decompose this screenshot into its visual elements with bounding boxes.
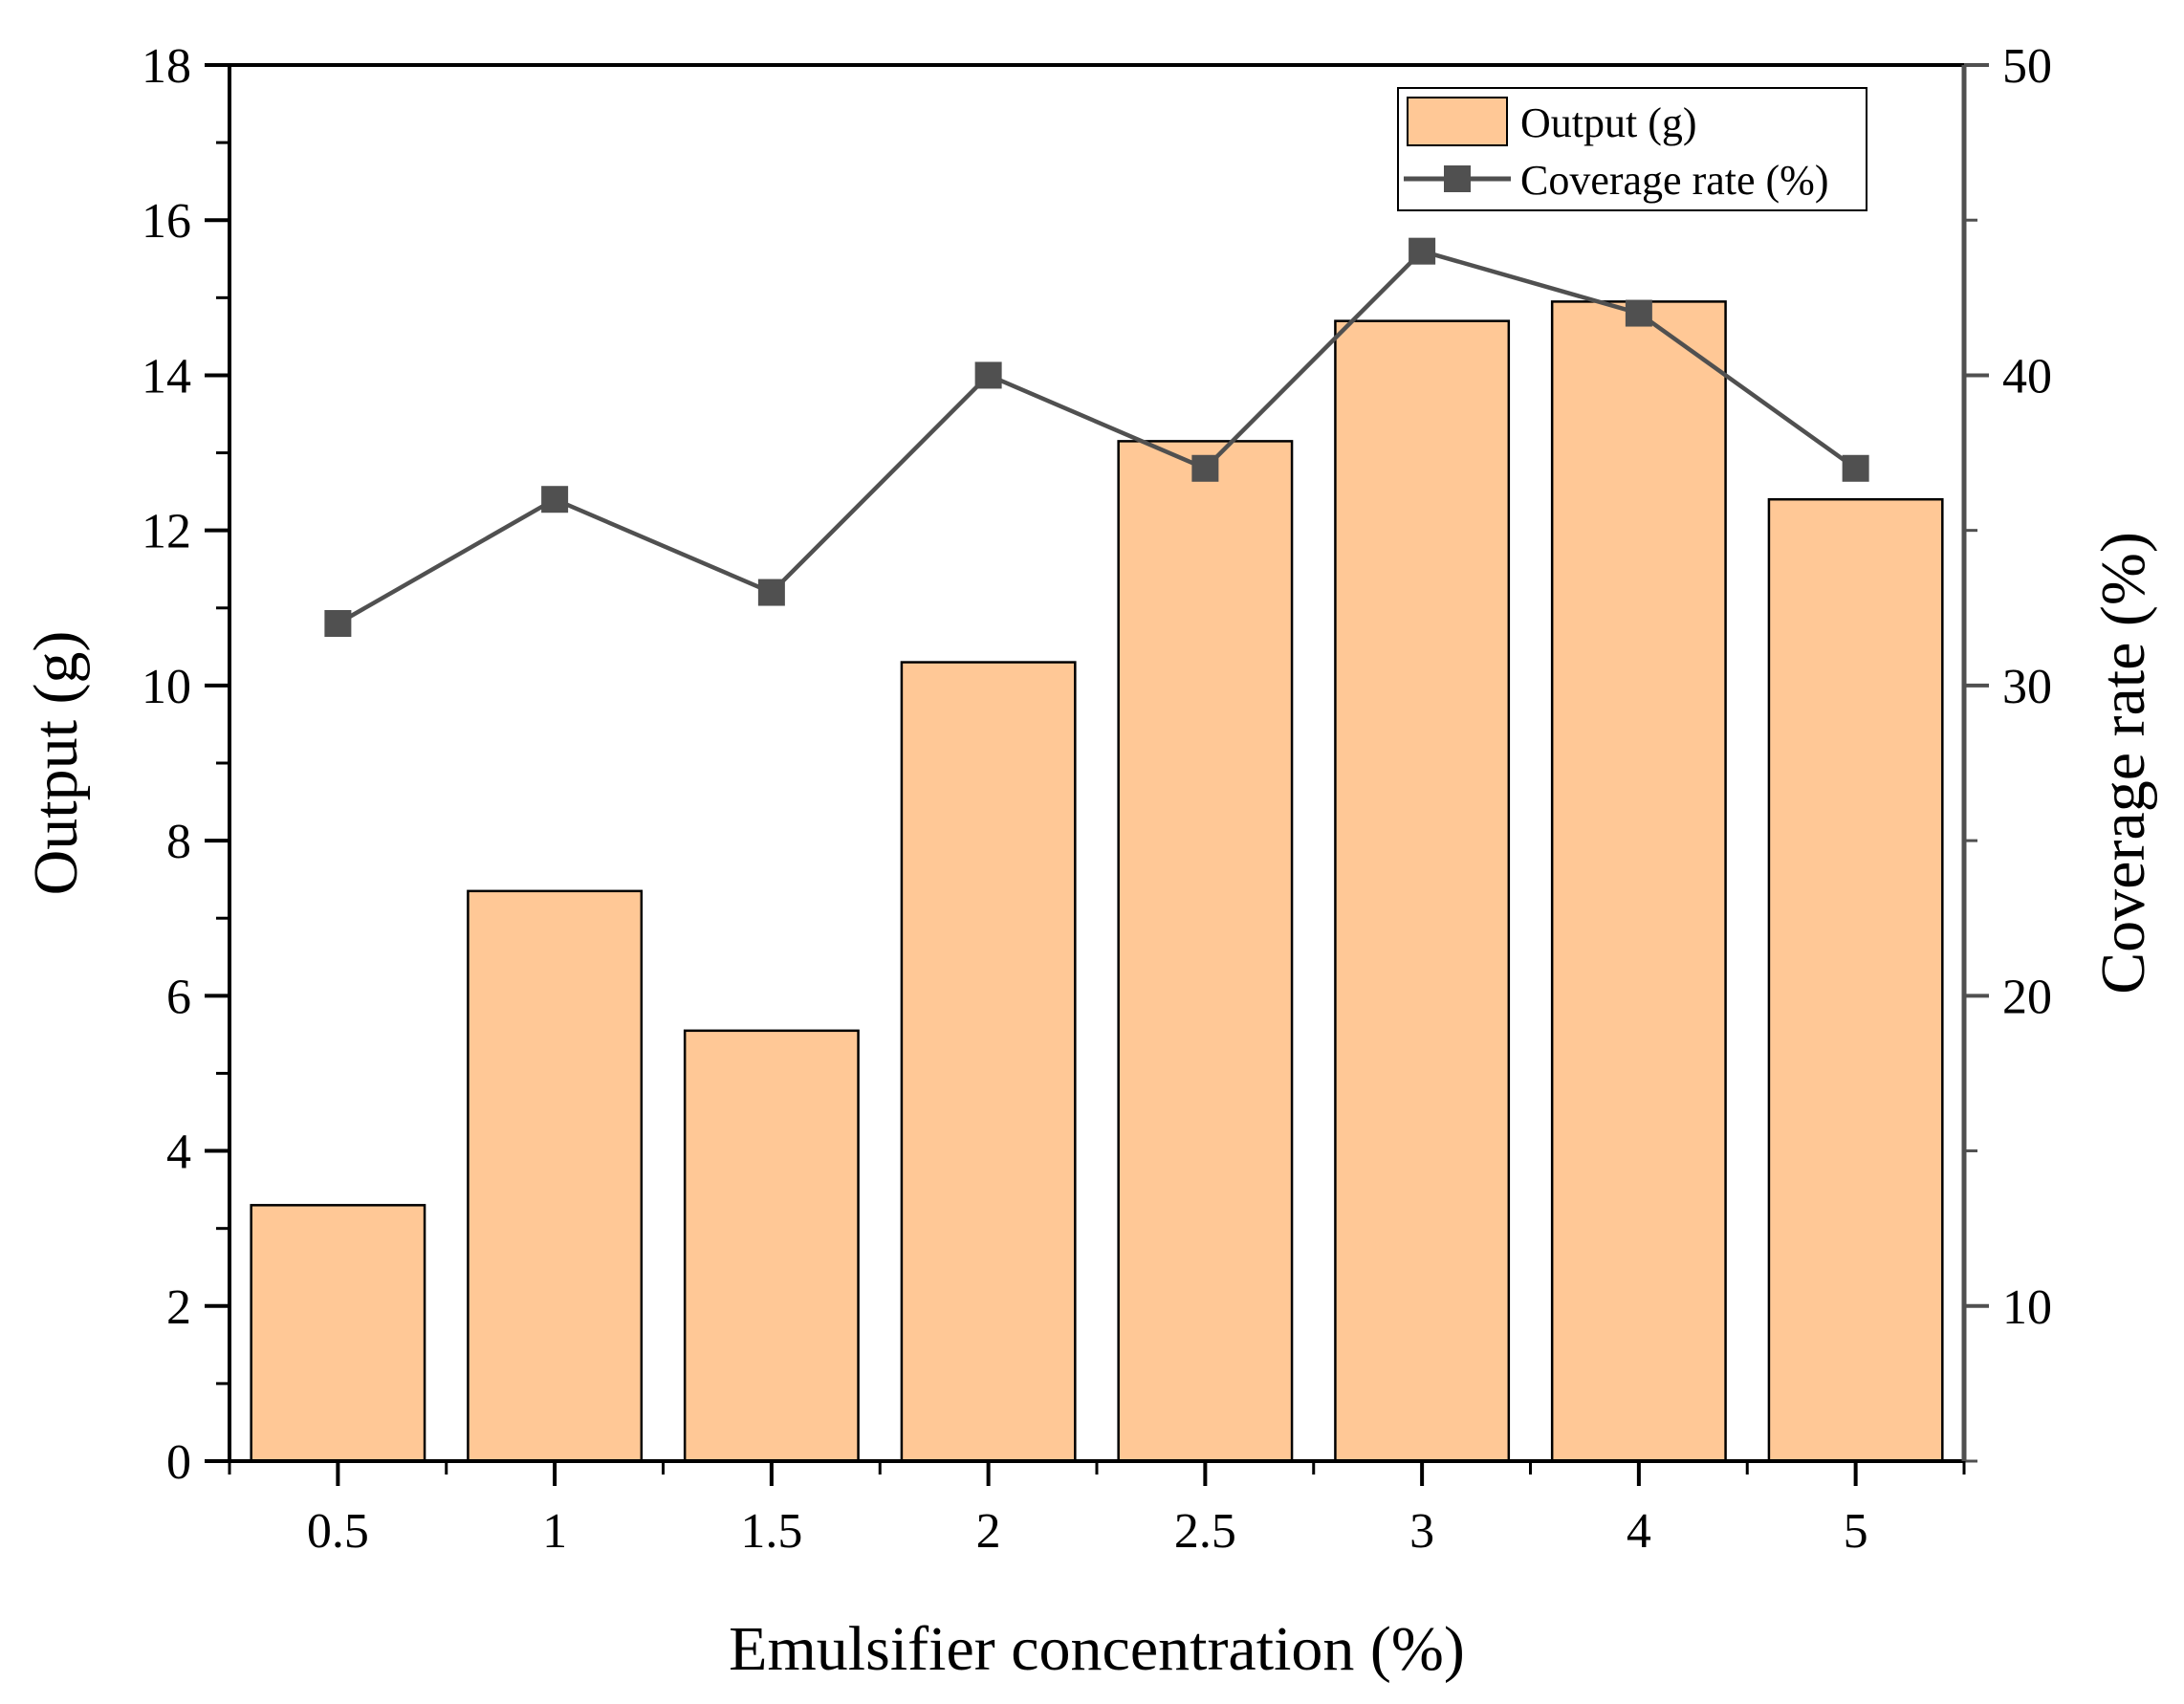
y-left-tick-label: 6 xyxy=(166,970,191,1024)
x-tick-label: 0.5 xyxy=(307,1504,369,1559)
y-left-tick-label: 12 xyxy=(142,505,191,559)
legend-coverage-label: Coverage rate (%) xyxy=(1520,157,1828,204)
coverage-point-2 xyxy=(974,361,1002,389)
coverage-point-0.5 xyxy=(324,610,352,637)
right-ticks-group: 10 20 30 40 50 xyxy=(1964,39,2052,1463)
y-left-tick-label: 18 xyxy=(142,39,191,94)
bar-1.5 xyxy=(683,1029,860,1463)
bar-4 xyxy=(1550,300,1727,1463)
x-tick-label: 1.5 xyxy=(740,1504,802,1559)
y-left-tick-label: 8 xyxy=(166,815,191,869)
bar-0.5 xyxy=(250,1204,426,1463)
bar-5 xyxy=(1767,497,1944,1463)
x-axis-title: Emulsifier concentration (%) xyxy=(729,1614,1465,1684)
coverage-point-3 xyxy=(1409,237,1436,265)
bar-3 xyxy=(1334,319,1511,1463)
left-ticks-group: 0 2 4 6 8 10 12 14 16 18 xyxy=(142,39,229,1490)
bar-2 xyxy=(900,661,1077,1463)
legend-output-label: Output (g) xyxy=(1520,99,1697,146)
y-right-tick-label: 50 xyxy=(2002,39,2052,94)
y-left-tick-label: 4 xyxy=(166,1125,191,1180)
y-right-tick-label: 10 xyxy=(2002,1280,2052,1335)
y-right-tick-label: 20 xyxy=(2002,970,2052,1024)
coverage-series-line xyxy=(337,249,1857,625)
coverage-line-group xyxy=(324,237,1869,637)
y-left-axis-title: Output (g) xyxy=(21,631,91,896)
coverage-point-1 xyxy=(541,486,569,513)
coverage-point-2.5 xyxy=(1191,454,1219,482)
x-tick-label: 4 xyxy=(1627,1504,1651,1559)
y-right-tick-label: 40 xyxy=(2002,349,2052,404)
coverage-point-4 xyxy=(1625,299,1652,327)
y-left-tick-label: 2 xyxy=(166,1280,191,1335)
x-tick-label: 2 xyxy=(976,1504,1001,1559)
legend-bar-swatch xyxy=(1407,97,1508,146)
x-ticks-group: 0.5 1 1.5 2 2.5 3 4 5 xyxy=(228,1461,1966,1559)
x-tick-label: 5 xyxy=(1844,1504,1868,1559)
y-left-tick-label: 16 xyxy=(142,194,191,249)
bar-1 xyxy=(467,889,644,1463)
y-left-tick-label: 14 xyxy=(142,349,191,404)
coverage-point-1.5 xyxy=(757,579,785,606)
y-right-tick-label: 30 xyxy=(2002,660,2052,714)
x-tick-label: 1 xyxy=(542,1504,567,1559)
legend-square-marker xyxy=(1444,165,1471,192)
bar-2.5 xyxy=(1117,440,1294,1463)
coverage-point-5 xyxy=(1842,454,1869,482)
y-right-axis-title: Coverage rate (%) xyxy=(2088,532,2158,994)
y-left-tick-label: 10 xyxy=(142,660,191,714)
bars-group xyxy=(250,300,1944,1463)
x-tick-label: 2.5 xyxy=(1174,1504,1236,1559)
y-left-tick-label: 0 xyxy=(166,1435,191,1490)
x-tick-label: 3 xyxy=(1409,1504,1434,1559)
legend: Output (g) Coverage rate (%) xyxy=(1397,87,1867,211)
